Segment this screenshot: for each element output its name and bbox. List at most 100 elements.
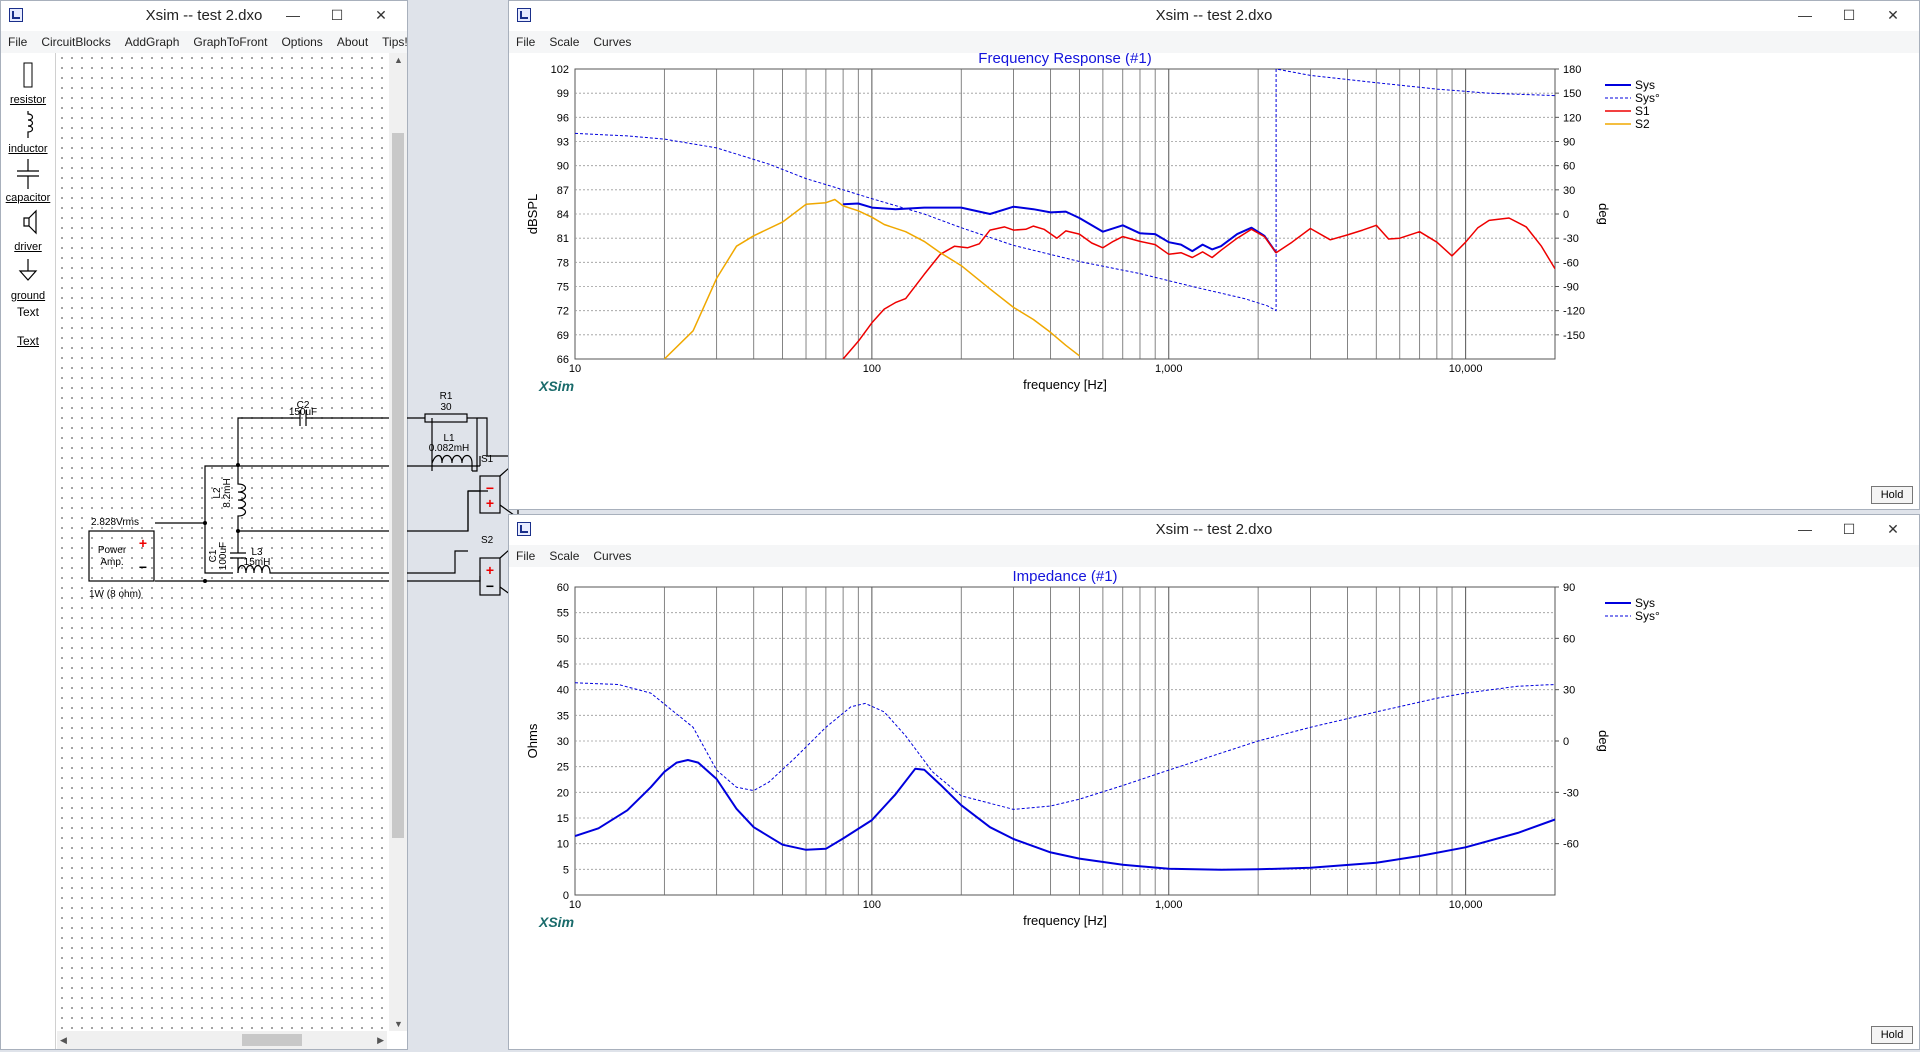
xsim-app-icon[interactable] <box>9 8 23 22</box>
menu-curves[interactable]: Curves <box>593 35 632 49</box>
freq-menubar: File Scale Curves <box>509 31 1919 53</box>
scroll-down-icon[interactable]: ▼ <box>394 1019 403 1029</box>
window-title: Xsim -- test 2.dxo <box>1155 521 1273 538</box>
c1-value: 100uF <box>218 542 229 570</box>
y2-tick-label: 0 <box>1563 209 1569 221</box>
tool-resistor[interactable]: resistor <box>1 61 55 106</box>
tool-text-underlined[interactable]: Text <box>1 334 55 348</box>
l2-value: 8.2mH <box>222 478 233 507</box>
maximize-button[interactable]: ☐ <box>1842 7 1856 23</box>
vertical-scrollbar[interactable]: ▲ ▼ <box>389 53 407 1031</box>
close-button[interactable]: ✕ <box>1887 7 1899 23</box>
y2-tick-label: 60 <box>1563 161 1575 173</box>
maximize-button[interactable]: ☐ <box>330 7 344 23</box>
horizontal-scroll-thumb[interactable] <box>242 1034 302 1046</box>
y-tick-label: 15 <box>557 813 569 825</box>
l3-name: L3 <box>251 547 263 558</box>
scroll-up-icon[interactable]: ▲ <box>394 55 403 65</box>
menu-curves[interactable]: Curves <box>593 549 632 563</box>
impedance-chart[interactable]: 0 5 10 15 20 25 30 35 40 45 50 55 60 -60 -30 0 30 60 90 10 1… <box>509 567 1919 1049</box>
x-axis-label: frequency [Hz] <box>1023 377 1107 392</box>
tool-text-underlined-label: Text <box>16 334 39 348</box>
scroll-right-icon[interactable]: ▶ <box>377 1035 384 1045</box>
y-tick-label: 87 <box>557 185 569 197</box>
vertical-scroll-thumb[interactable] <box>392 133 404 838</box>
impedance-window: Xsim -- test 2.dxo — ☐ ✕ File Scale Curv… <box>508 514 1920 1050</box>
tool-ground[interactable]: ground <box>1 257 55 302</box>
y-tick-label: 96 <box>557 112 569 124</box>
x-tick-label: 1,000 <box>1155 899 1183 911</box>
c1-symbol <box>230 531 246 573</box>
x-tick-label: 10,000 <box>1449 363 1483 375</box>
y-axis-label: Ohms <box>525 723 540 758</box>
xsim-app-icon[interactable] <box>517 8 531 22</box>
r1-name: R1 <box>440 391 453 402</box>
tool-capacitor-label: capacitor <box>5 192 51 204</box>
tool-inductor[interactable]: inductor <box>1 110 55 155</box>
close-button[interactable]: ✕ <box>375 7 387 23</box>
menu-addgraph[interactable]: AddGraph <box>124 35 180 49</box>
driver-icon <box>23 209 37 235</box>
l3-symbol <box>237 550 468 574</box>
minimize-button[interactable]: — <box>286 7 300 23</box>
y2-tick-label: 0 <box>1563 736 1569 748</box>
tool-text[interactable]: Text <box>1 305 55 319</box>
imp-titlebar[interactable]: Xsim -- test 2.dxo — ☐ ✕ <box>509 515 1919 545</box>
y2-tick-label: 150 <box>1563 88 1581 100</box>
series-line-3 <box>663 198 1080 359</box>
amp-label-1: Power <box>98 545 127 556</box>
scroll-left-icon[interactable]: ◀ <box>60 1035 67 1045</box>
horizontal-scrollbar[interactable]: ◀ ▶ <box>57 1031 387 1049</box>
menu-scale[interactable]: Scale <box>549 35 580 49</box>
y-tick-label: 10 <box>557 839 569 851</box>
y-tick-label: 0 <box>563 890 569 902</box>
menu-tips[interactable]: Tips! <box>382 35 408 49</box>
y2-tick-label: 60 <box>1563 633 1575 645</box>
y-tick-label: 35 <box>557 710 569 722</box>
close-button[interactable]: ✕ <box>1887 521 1899 537</box>
menu-graphtofront[interactable]: GraphToFront <box>193 35 268 49</box>
x-tick-label: 1,000 <box>1155 363 1183 375</box>
tool-driver[interactable]: driver <box>1 208 55 253</box>
legend-entry: S2 <box>1635 117 1650 131</box>
s2-label: S2 <box>481 535 494 546</box>
s2-box <box>479 557 501 596</box>
y-tick-label: 20 <box>557 787 569 799</box>
frequency-response-chart[interactable]: 66 69 72 75 78 81 84 87 90 93 96 99 102 -150 -120 -90 -6… <box>509 50 1919 509</box>
hold-button[interactable]: Hold <box>1871 486 1913 504</box>
legend-entry: Sys <box>1635 596 1655 610</box>
menu-about[interactable]: About <box>336 35 369 49</box>
freq-titlebar[interactable]: Xsim -- test 2.dxo — ☐ ✕ <box>509 1 1919 31</box>
tool-capacitor[interactable]: capacitor <box>1 159 55 204</box>
schematic-titlebar[interactable]: Xsim -- test 2.dxo — ☐ ✕ <box>1 1 407 31</box>
component-toolbox: resistor inductor capacitor driver groun… <box>1 53 56 1049</box>
hold-button[interactable]: Hold <box>1871 1026 1913 1044</box>
y-tick-label: 5 <box>563 864 569 876</box>
minimize-button[interactable]: — <box>1798 521 1812 537</box>
schematic-canvas[interactable]: C2 150uF R1 30 L1 0.082mH S1 S2 − + + − … <box>57 53 519 1031</box>
freq-graph-area: 66 69 72 75 78 81 84 87 90 93 96 99 102 -150 -120 -90 -6… <box>509 50 1919 509</box>
menu-file[interactable]: File <box>516 35 536 49</box>
amp-minus: − <box>139 559 147 575</box>
minimize-button[interactable]: — <box>1798 7 1812 23</box>
y-tick-label: 84 <box>557 209 569 221</box>
tool-text-label: Text <box>16 305 39 319</box>
y2-tick-label: 30 <box>1563 185 1575 197</box>
legend-entry: Sys <box>1635 78 1655 92</box>
s1-label: S1 <box>481 454 494 465</box>
y-tick-label: 102 <box>551 64 569 76</box>
wire-left <box>155 465 480 574</box>
menu-scale[interactable]: Scale <box>549 549 580 563</box>
s2-minus: − <box>486 578 494 594</box>
schematic-menubar: File CircuitBlocks AddGraph GraphToFront… <box>1 31 408 53</box>
frequency-response-window: Xsim -- test 2.dxo — ☐ ✕ File Scale Curv… <box>508 0 1920 510</box>
menu-file[interactable]: File <box>8 35 28 49</box>
menu-options[interactable]: Options <box>281 35 323 49</box>
menu-file[interactable]: File <box>516 549 536 563</box>
menu-circuitblocks[interactable]: CircuitBlocks <box>41 35 111 49</box>
maximize-button[interactable]: ☐ <box>1842 521 1856 537</box>
wire-top <box>237 417 510 465</box>
tool-resistor-label: resistor <box>9 94 47 106</box>
imp-menubar: File Scale Curves <box>509 545 1919 567</box>
xsim-app-icon[interactable] <box>517 522 531 536</box>
